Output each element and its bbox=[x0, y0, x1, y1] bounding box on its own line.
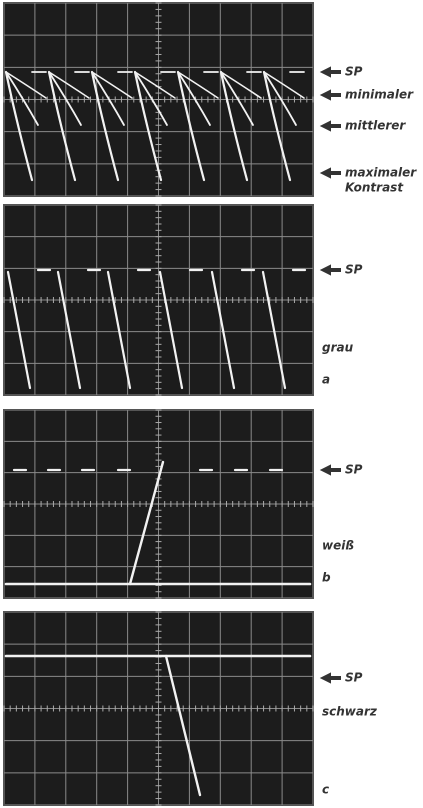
oscilloscope-panel bbox=[3, 611, 314, 806]
trace bbox=[90, 70, 120, 182]
trace bbox=[158, 270, 184, 390]
trace bbox=[6, 270, 32, 390]
trace bbox=[106, 270, 132, 390]
trace bbox=[219, 70, 249, 182]
arrow bbox=[319, 264, 341, 276]
trace bbox=[134, 71, 176, 99]
label: SP bbox=[345, 463, 363, 477]
label: SP bbox=[345, 263, 363, 277]
label: maximaler bbox=[345, 166, 417, 180]
trace bbox=[5, 71, 47, 99]
label: schwarz bbox=[322, 705, 378, 719]
arrow bbox=[319, 89, 341, 101]
label: grau bbox=[322, 341, 354, 355]
trace bbox=[5, 71, 39, 126]
label: mittlerer bbox=[345, 119, 406, 133]
panel-3-labels: SP weiß b bbox=[319, 463, 363, 585]
trace bbox=[91, 71, 125, 126]
trace bbox=[210, 270, 236, 390]
label: a bbox=[322, 373, 330, 387]
oscilloscope-panel bbox=[3, 409, 314, 599]
arrow bbox=[319, 66, 341, 78]
label: SP bbox=[345, 671, 363, 685]
oscilloscope-panel bbox=[3, 204, 314, 396]
trace bbox=[220, 71, 262, 99]
trace bbox=[262, 70, 292, 182]
trace bbox=[177, 71, 219, 99]
trace bbox=[134, 71, 168, 126]
trace bbox=[91, 71, 133, 99]
arrow bbox=[319, 167, 341, 179]
trace bbox=[261, 270, 287, 390]
oscilloscope-panel bbox=[3, 2, 314, 197]
panel-1-labels: SP minimaler mittlerer maximaler Kontras… bbox=[319, 65, 417, 195]
trace bbox=[177, 71, 211, 126]
trace bbox=[220, 71, 254, 126]
trace bbox=[263, 71, 297, 126]
trace bbox=[263, 71, 305, 99]
arrow bbox=[319, 672, 341, 684]
label: c bbox=[322, 783, 329, 797]
trace bbox=[133, 70, 163, 182]
panel-4-labels: SP schwarz c bbox=[319, 671, 378, 797]
panel-2-labels: SP grau a bbox=[319, 263, 363, 387]
label: Kontrast bbox=[345, 181, 404, 195]
label: b bbox=[322, 571, 331, 585]
trace bbox=[176, 70, 206, 182]
label: weiß bbox=[322, 539, 354, 553]
trace bbox=[4, 70, 34, 182]
trace bbox=[47, 70, 77, 182]
trace bbox=[164, 654, 202, 797]
trace bbox=[56, 270, 82, 390]
arrow bbox=[319, 464, 341, 476]
arrow bbox=[319, 120, 341, 132]
label: minimaler bbox=[345, 88, 414, 102]
trace bbox=[48, 71, 82, 126]
label: SP bbox=[345, 65, 363, 79]
trace bbox=[128, 460, 165, 586]
trace bbox=[48, 71, 90, 99]
